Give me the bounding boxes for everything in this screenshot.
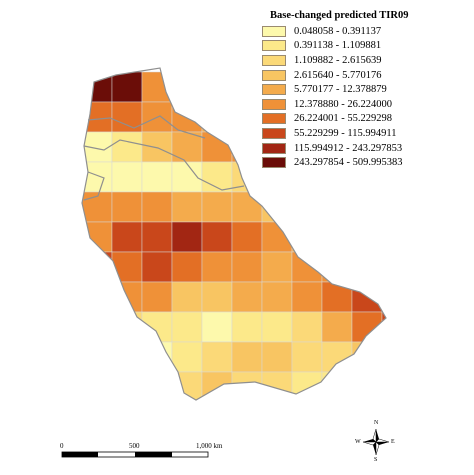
map-cell <box>201 251 233 283</box>
legend-label: 0.048058 - 0.391137 <box>294 25 382 37</box>
legend-item: 0.048058 - 0.391137 <box>262 24 467 39</box>
map-cell <box>231 221 263 253</box>
map-cell <box>171 191 203 223</box>
map-cell <box>141 161 173 193</box>
legend-label: 5.770177 - 12.378879 <box>294 84 387 96</box>
legend-item: 243.297854 - 509.995383 <box>262 155 467 170</box>
legend-swatch <box>262 98 286 110</box>
map-cell <box>201 281 233 313</box>
compass-n: N <box>374 420 379 426</box>
map-cell <box>111 71 143 103</box>
map-cell <box>201 221 233 253</box>
scale-label-0: 0 <box>60 442 64 450</box>
legend-label: 115.994912 - 243.297853 <box>294 142 403 154</box>
legend-swatch <box>262 157 286 169</box>
scale-label-500: 500 <box>129 442 140 450</box>
map-cell <box>231 341 263 373</box>
map-cell <box>141 131 173 163</box>
legend-swatch <box>262 69 286 81</box>
legend-label: 55.229299 - 115.994911 <box>294 127 397 139</box>
map-cell <box>261 281 293 313</box>
country-outline <box>81 67 387 401</box>
legend-label: 26.224001 - 55.229298 <box>294 113 392 125</box>
map-cell <box>111 161 143 193</box>
map-cell <box>201 191 233 223</box>
internal-border-central <box>83 139 245 191</box>
legend-title: Base-changed predicted TIR09 <box>270 10 409 21</box>
map-cell <box>291 341 323 373</box>
compass-s: S <box>374 457 378 463</box>
map-cell <box>201 311 233 343</box>
map-cell <box>111 131 143 163</box>
region-boundaries <box>81 67 387 401</box>
map-cell <box>291 311 323 343</box>
internal-border-west <box>83 171 105 201</box>
map-cell <box>291 281 323 313</box>
legend-item: 12.378880 - 26.224000 <box>262 97 467 112</box>
legend-label: 12.378880 - 26.224000 <box>294 98 392 110</box>
legend-swatch <box>262 84 286 96</box>
scale-label-1000: 1,000 km <box>196 442 223 450</box>
legend-swatch <box>262 142 286 154</box>
legend-swatch <box>262 54 286 66</box>
legend-swatch <box>262 40 286 52</box>
internal-border-north <box>87 115 206 139</box>
map-cell <box>261 341 293 373</box>
legend-item: 26.224001 - 55.229298 <box>262 112 467 127</box>
legend-item: 1.109882 - 2.615639 <box>262 53 467 68</box>
map-cell <box>171 281 203 313</box>
map-cell <box>171 221 203 253</box>
map-cell <box>141 281 173 313</box>
map-cell <box>171 251 203 283</box>
legend-label: 243.297854 - 509.995383 <box>294 157 403 169</box>
compass-e: E <box>391 439 395 445</box>
legend-label: 2.615640 - 5.770176 <box>294 69 382 81</box>
legend-swatch <box>262 127 286 139</box>
legend-swatch <box>262 113 286 125</box>
map-cell <box>231 251 263 283</box>
map-cell <box>171 311 203 343</box>
legend-label: 1.109882 - 2.615639 <box>294 54 382 66</box>
legend-item: 2.615640 - 5.770176 <box>262 68 467 83</box>
legend-swatch <box>262 25 286 37</box>
map-legend: Base-changed predicted TIR09 0.048058 - … <box>262 10 467 170</box>
compass-w: W <box>355 439 361 445</box>
map-cell <box>261 251 293 283</box>
legend-item: 5.770177 - 12.378879 <box>262 82 467 97</box>
map-cell <box>111 191 143 223</box>
legend-item: 115.994912 - 243.297853 <box>262 141 467 156</box>
map-cell <box>261 311 293 343</box>
legend-label: 0.391138 - 1.109881 <box>294 40 382 52</box>
legend-item: 0.391138 - 1.109881 <box>262 39 467 54</box>
legend-item: 55.229299 - 115.994911 <box>262 126 467 141</box>
map-cell <box>111 221 143 253</box>
